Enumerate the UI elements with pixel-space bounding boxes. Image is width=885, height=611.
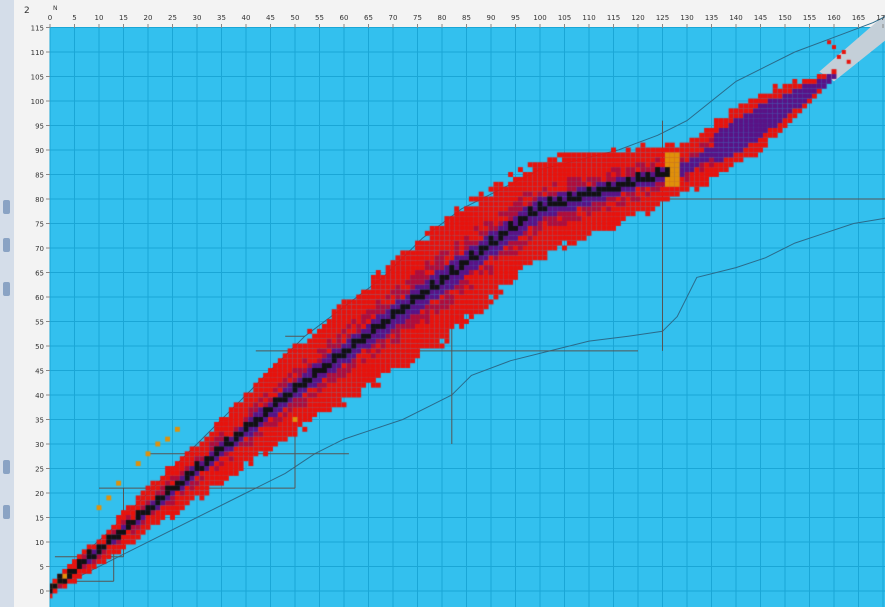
toolbar-handle[interactable] [3,460,10,474]
plot-window: 0510152025303540455055606570758085909510… [14,0,885,607]
toolbar-handle[interactable] [3,200,10,214]
toolbar-handle[interactable] [3,505,10,519]
toolbar-handle[interactable] [3,238,10,252]
left-toolbar-strip [0,0,15,607]
toolbar-handle[interactable] [3,282,10,296]
density-band [14,0,885,607]
